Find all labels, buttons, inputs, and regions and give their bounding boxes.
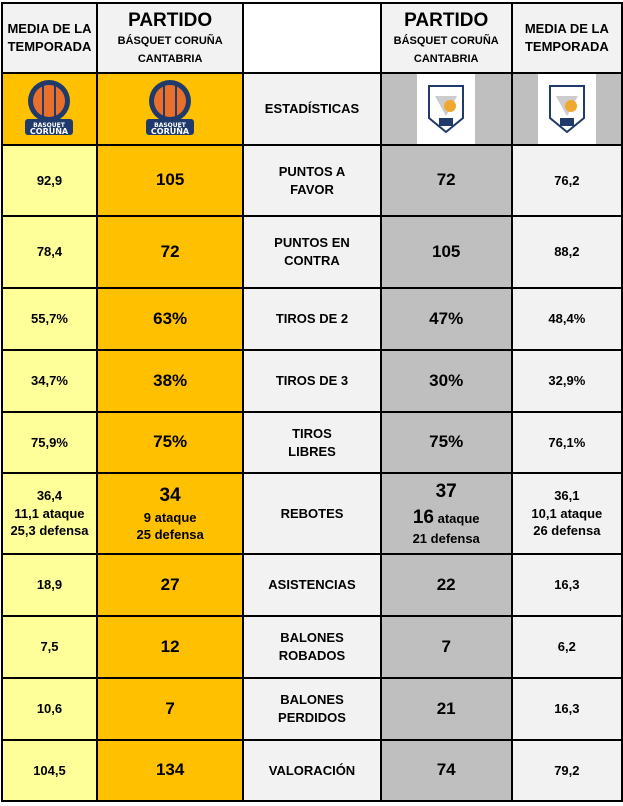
left-season-value: 10,6 bbox=[1, 677, 98, 741]
cell-text: 10,1 ataque bbox=[531, 505, 603, 521]
right-season-value: 16,3 bbox=[510, 553, 623, 617]
stat-row: 7,5 12 BALONES ROBADOS 7 6,2 bbox=[1, 615, 623, 679]
right-match-value: 47% bbox=[379, 287, 513, 351]
right-season-value: 79,2 bbox=[510, 739, 623, 802]
svg-text:BASQUET: BASQUET bbox=[154, 122, 187, 129]
stat-label: TIROS LIBRES bbox=[242, 411, 382, 474]
right-match-value: 72 bbox=[379, 144, 513, 217]
cantabria-logo-cell bbox=[379, 72, 513, 146]
cantabria-logo-cell bbox=[510, 72, 623, 146]
cell-text: 25 defensa bbox=[136, 527, 204, 543]
header-row: MEDIA DE LA TEMPORADA PARTIDO BÁSQUET COR… bbox=[1, 2, 623, 74]
coruna-logo-cell: BASQUET CORUÑA bbox=[95, 72, 245, 146]
left-match-value: 63% bbox=[95, 287, 245, 351]
left-season-value: 78,4 bbox=[1, 215, 98, 289]
left-season-value: 18,9 bbox=[1, 553, 98, 617]
right-match-value: 75% bbox=[379, 411, 513, 474]
match-title: PARTIDO bbox=[404, 9, 489, 31]
right-season-value: 6,2 bbox=[510, 615, 623, 679]
cell-text: 16 bbox=[412, 506, 434, 528]
stat-row: 75,9% 75% TIROS LIBRES 75% 76,1% bbox=[1, 411, 623, 474]
cell-text: ataque bbox=[437, 510, 480, 526]
left-season-value: 7,5 bbox=[1, 615, 98, 679]
right-season-value: 48,4% bbox=[510, 287, 623, 351]
left-season-value: 34,7% bbox=[1, 349, 98, 413]
right-season-value: 88,2 bbox=[510, 215, 623, 289]
left-season-value: 55,7% bbox=[1, 287, 98, 351]
left-match-value: 34 9 ataque 25 defensa bbox=[95, 472, 245, 555]
right-match-value: 30% bbox=[379, 349, 513, 413]
cell-text: 11,1 ataque bbox=[14, 505, 85, 521]
left-match-value: 72 bbox=[95, 215, 245, 289]
cell-text: 26 defensa bbox=[533, 523, 601, 539]
left-match-value: 134 bbox=[95, 739, 245, 802]
stat-label: PUNTOS A FAVOR bbox=[242, 144, 382, 217]
left-match-value: 105 bbox=[95, 144, 245, 217]
left-match-value: 12 bbox=[95, 615, 245, 679]
svg-text:CORUÑA: CORUÑA bbox=[151, 126, 190, 136]
cell-text: 37 bbox=[435, 481, 457, 503]
left-match-value: 75% bbox=[95, 411, 245, 474]
logo-row: BASQUET CORUÑA BASQUET CORUÑA ESTADÍSTICAS bbox=[1, 72, 623, 146]
svg-text:BASQUET: BASQUET bbox=[34, 122, 67, 129]
right-match-value: 74 bbox=[379, 739, 513, 802]
left-season-value: 36,4 11,1 ataque 25,3 defensa bbox=[1, 472, 98, 555]
left-match-value: 38% bbox=[95, 349, 245, 413]
stat-label: VALORACIÓN bbox=[242, 739, 382, 802]
right-match-value: 7 bbox=[379, 615, 513, 679]
cell-text: 21 defensa bbox=[412, 531, 480, 547]
match-teams: BÁSQUET CORUÑA CANTABRIA bbox=[117, 35, 223, 65]
cell-text: 36,4 bbox=[36, 488, 63, 504]
right-season-value: 36,1 10,1 ataque 26 defensa bbox=[510, 472, 623, 555]
stats-label-header: ESTADÍSTICAS bbox=[242, 72, 382, 146]
cell-text: 34 bbox=[159, 485, 181, 507]
stat-row: 34,7% 38% TIROS DE 3 30% 32,9% bbox=[1, 349, 623, 413]
left-match-value: 7 bbox=[95, 677, 245, 741]
right-match-value: 37 16 ataque 21 defensa bbox=[379, 472, 513, 555]
left-season-value: 92,9 bbox=[1, 144, 98, 217]
stat-row: 78,4 72 PUNTOS EN CONTRA 105 88,2 bbox=[1, 215, 623, 289]
stat-label: ASISTENCIAS bbox=[242, 553, 382, 617]
stat-row: 104,5 134 VALORACIÓN 74 79,2 bbox=[1, 739, 623, 802]
stat-label: BALONES PERDIDOS bbox=[242, 677, 382, 741]
right-season-value: 16,3 bbox=[510, 677, 623, 741]
right-match-value: 22 bbox=[379, 553, 513, 617]
match-teams: BÁSQUET CORUÑA CANTABRIA bbox=[393, 35, 499, 65]
right-season-value: 76,1% bbox=[510, 411, 623, 474]
right-season-value: 32,9% bbox=[510, 349, 623, 413]
left-match-header: PARTIDO BÁSQUET CORUÑA CANTABRIA bbox=[95, 2, 245, 74]
svg-text:CORUÑA: CORUÑA bbox=[30, 126, 69, 136]
stat-row: 36,4 11,1 ataque 25,3 defensa 34 9 ataque 25… bbox=[1, 472, 623, 555]
left-match-value: 27 bbox=[95, 553, 245, 617]
right-match-value: 105 bbox=[379, 215, 513, 289]
cell-text: 9 ataque bbox=[143, 509, 197, 525]
match-title: PARTIDO bbox=[128, 9, 213, 31]
right-season-value: 76,2 bbox=[510, 144, 623, 217]
left-season-value: 104,5 bbox=[1, 739, 98, 802]
stat-row: 10,6 7 BALONES PERDIDOS 21 16,3 bbox=[1, 677, 623, 741]
cell-text: 36,1 bbox=[554, 488, 580, 504]
left-season-value: 75,9% bbox=[1, 411, 98, 474]
cell-text: 25,3 defensa bbox=[10, 523, 89, 539]
stat-label: TIROS DE 2 bbox=[242, 287, 382, 351]
stat-label: PUNTOS EN CONTRA bbox=[242, 215, 382, 289]
stat-label: TIROS DE 3 bbox=[242, 349, 382, 413]
cantabria-logo-icon bbox=[548, 85, 585, 134]
stat-label: BALONES ROBADOS bbox=[242, 615, 382, 679]
empty-header bbox=[242, 2, 382, 74]
right-match-header: PARTIDO BÁSQUET CORUÑA CANTABRIA bbox=[379, 2, 513, 74]
cantabria-logo-icon bbox=[428, 85, 465, 134]
left-season-header: MEDIA DE LA TEMPORADA bbox=[1, 2, 98, 74]
stat-label: REBOTES bbox=[242, 472, 382, 555]
coruna-logo-cell: BASQUET CORUÑA bbox=[1, 72, 98, 146]
stat-row: 18,9 27 ASISTENCIAS 22 16,3 bbox=[1, 553, 623, 617]
stat-row: 55,7% 63% TIROS DE 2 47% 48,4% bbox=[1, 287, 623, 351]
right-season-header: MEDIA DE LA TEMPORADA bbox=[510, 2, 623, 74]
stat-row: 92,9 105 PUNTOS A FAVOR 72 76,2 bbox=[1, 144, 623, 217]
right-match-value: 21 bbox=[379, 677, 513, 741]
